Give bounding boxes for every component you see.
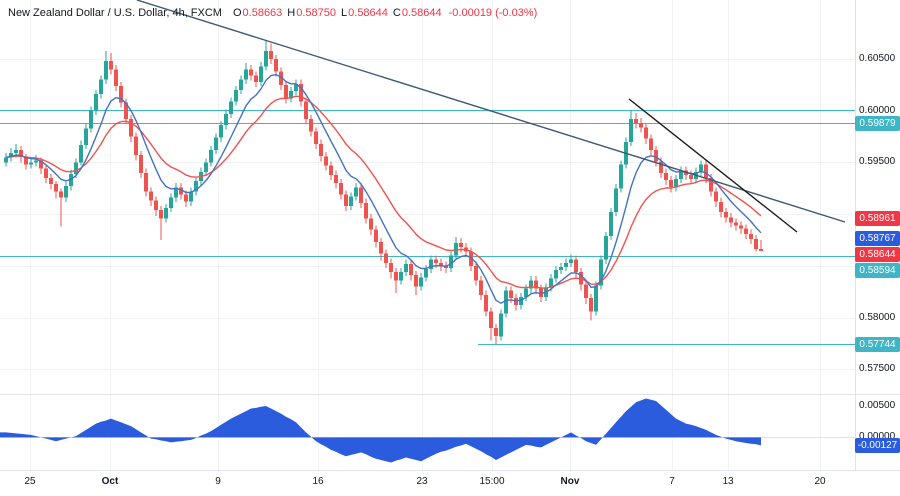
price-level-lines: [0, 110, 855, 345]
time-axis-label: Oct: [101, 476, 119, 487]
price-axis-label: 0.60500: [859, 53, 896, 65]
time-axis-label: 15:00: [479, 476, 505, 487]
indicator-axis-label: 0.00500: [859, 400, 896, 412]
time-axis-label: 23: [416, 476, 428, 487]
price-axis-label: 0.60000: [859, 104, 896, 116]
price-badge: 0.57744: [855, 336, 900, 352]
price-badge: 0.58767: [855, 230, 900, 246]
moving-average-lines: [5, 73, 762, 304]
symbol-title[interactable]: New Zealand Dollar / U.S. Dollar, 4h, FX…: [8, 7, 222, 19]
price-badge: 0.58594: [855, 262, 900, 278]
indicator-value-badge: -0.00127: [855, 437, 900, 453]
ohlc-high-label: H: [287, 7, 296, 19]
trendlines: [136, 0, 846, 233]
time-axis-label: 9: [215, 476, 221, 487]
ohlc-close-label: C: [392, 7, 401, 19]
ohlc-open-label: O: [232, 7, 242, 19]
indicator-axis-label: 0.00000: [859, 431, 896, 443]
ohlc-low-value: 0.58644: [348, 7, 388, 19]
price-badge: 0.58644: [855, 246, 900, 262]
price-axis[interactable]: 0.60500 0.60000 0.59500 0.58000 0.57500 0.005…: [855, 0, 900, 470]
candlestick-series: [4, 40, 763, 345]
price-badge: 0.59879: [855, 115, 900, 131]
oscillator-area: [0, 398, 761, 463]
ohlc-high-value: 0.58750: [296, 7, 337, 19]
time-axis-label: 13: [722, 476, 734, 487]
price-axis-label: 0.59500: [859, 156, 896, 168]
ohlc-low-label: L: [341, 7, 348, 19]
time-axis-label: 25: [24, 476, 36, 487]
symbol-legend: New Zealand Dollar / U.S. Dollar, 4h, FX…: [8, 7, 537, 19]
price-badge: 0.58961: [855, 210, 900, 226]
time-axis-label: Nov: [560, 476, 580, 487]
ohlc-open-value: 0.58663: [242, 7, 283, 19]
grid-lines: [0, 0, 855, 470]
time-axis-label: 20: [814, 476, 826, 487]
price-axis-label: 0.57500: [859, 363, 896, 375]
ohlc-close-value: 0.58644: [401, 7, 442, 19]
change-readout: -0.00019 (-0.03%): [448, 7, 538, 19]
pane-separators: [0, 0, 900, 471]
price-axis-label: 0.58000: [859, 311, 896, 323]
time-axis[interactable]: 25 Oct 9 16 23 15:00 Nov 7 13 20: [0, 470, 900, 496]
time-axis-label: 7: [669, 476, 675, 487]
time-axis-label: 16: [312, 476, 324, 487]
